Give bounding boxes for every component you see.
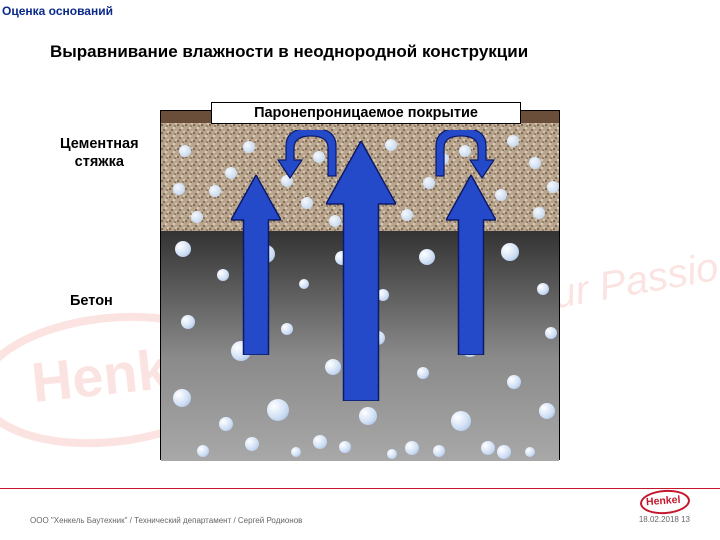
screed-particle xyxy=(243,141,255,153)
moisture-bubble xyxy=(537,283,549,295)
screed-particle xyxy=(191,211,203,223)
moisture-bubble xyxy=(217,269,229,281)
moisture-bubble xyxy=(501,243,519,261)
moisture-bubble xyxy=(291,447,301,457)
main-title: Выравнивание влажности в неоднородной ко… xyxy=(50,42,528,62)
logo-text: Henkel xyxy=(646,494,681,508)
upward-arrow xyxy=(446,175,496,355)
brand-logo: Henkel xyxy=(640,490,690,514)
moisture-bubble xyxy=(281,323,293,335)
moisture-bubble xyxy=(405,441,419,455)
moisture-bubble xyxy=(197,445,209,457)
moisture-bubble xyxy=(497,445,511,459)
moisture-bubble xyxy=(387,449,397,459)
moisture-bubble xyxy=(299,279,309,289)
moisture-bubble xyxy=(359,407,377,425)
footer-divider xyxy=(0,488,720,489)
diagram-container: Паронепроницаемое покрытие xyxy=(160,110,560,460)
header-title: Оценка оснований xyxy=(2,4,113,18)
footer-left-text: ООО "Хенкель Баутехник" / Технический де… xyxy=(30,516,302,525)
screed-particle xyxy=(533,207,545,219)
screed-particle xyxy=(495,189,507,201)
screed-particle xyxy=(529,157,541,169)
label-concrete: Бетон xyxy=(70,293,113,309)
moisture-bubble xyxy=(173,389,191,407)
coating-label-box: Паронепроницаемое покрытие xyxy=(211,102,521,124)
moisture-bubble xyxy=(219,417,233,431)
screed-particle xyxy=(507,135,519,147)
moisture-bubble xyxy=(339,441,351,453)
label-screed: Цементная стяжка xyxy=(60,135,139,171)
screed-particle xyxy=(401,209,413,221)
moisture-bubble xyxy=(245,437,259,451)
moisture-bubble xyxy=(181,315,195,329)
moisture-bubble xyxy=(175,241,191,257)
label-screed-l1: Цементная xyxy=(60,136,139,152)
moisture-bubble xyxy=(417,367,429,379)
moisture-bubble xyxy=(451,411,471,431)
moisture-bubble xyxy=(507,375,521,389)
moisture-bubble xyxy=(545,327,557,339)
moisture-bubble xyxy=(539,403,555,419)
screed-particle xyxy=(301,197,313,209)
screed-particle xyxy=(173,183,185,195)
upward-arrow xyxy=(231,175,281,355)
screed-particle xyxy=(179,145,191,157)
moisture-bubble xyxy=(433,445,445,457)
moisture-bubble xyxy=(267,399,289,421)
moisture-bubble xyxy=(525,447,535,457)
screed-particle xyxy=(209,185,221,197)
moisture-bubble xyxy=(419,249,435,265)
rebound-arrow xyxy=(426,130,496,185)
rebound-arrow xyxy=(276,130,346,185)
label-screed-l2: стяжка xyxy=(75,154,124,170)
footer-right-text: 18.02.2018 13 xyxy=(639,515,690,524)
screed-particle xyxy=(547,181,559,193)
moisture-bubble xyxy=(481,441,495,455)
moisture-bubble xyxy=(313,435,327,449)
